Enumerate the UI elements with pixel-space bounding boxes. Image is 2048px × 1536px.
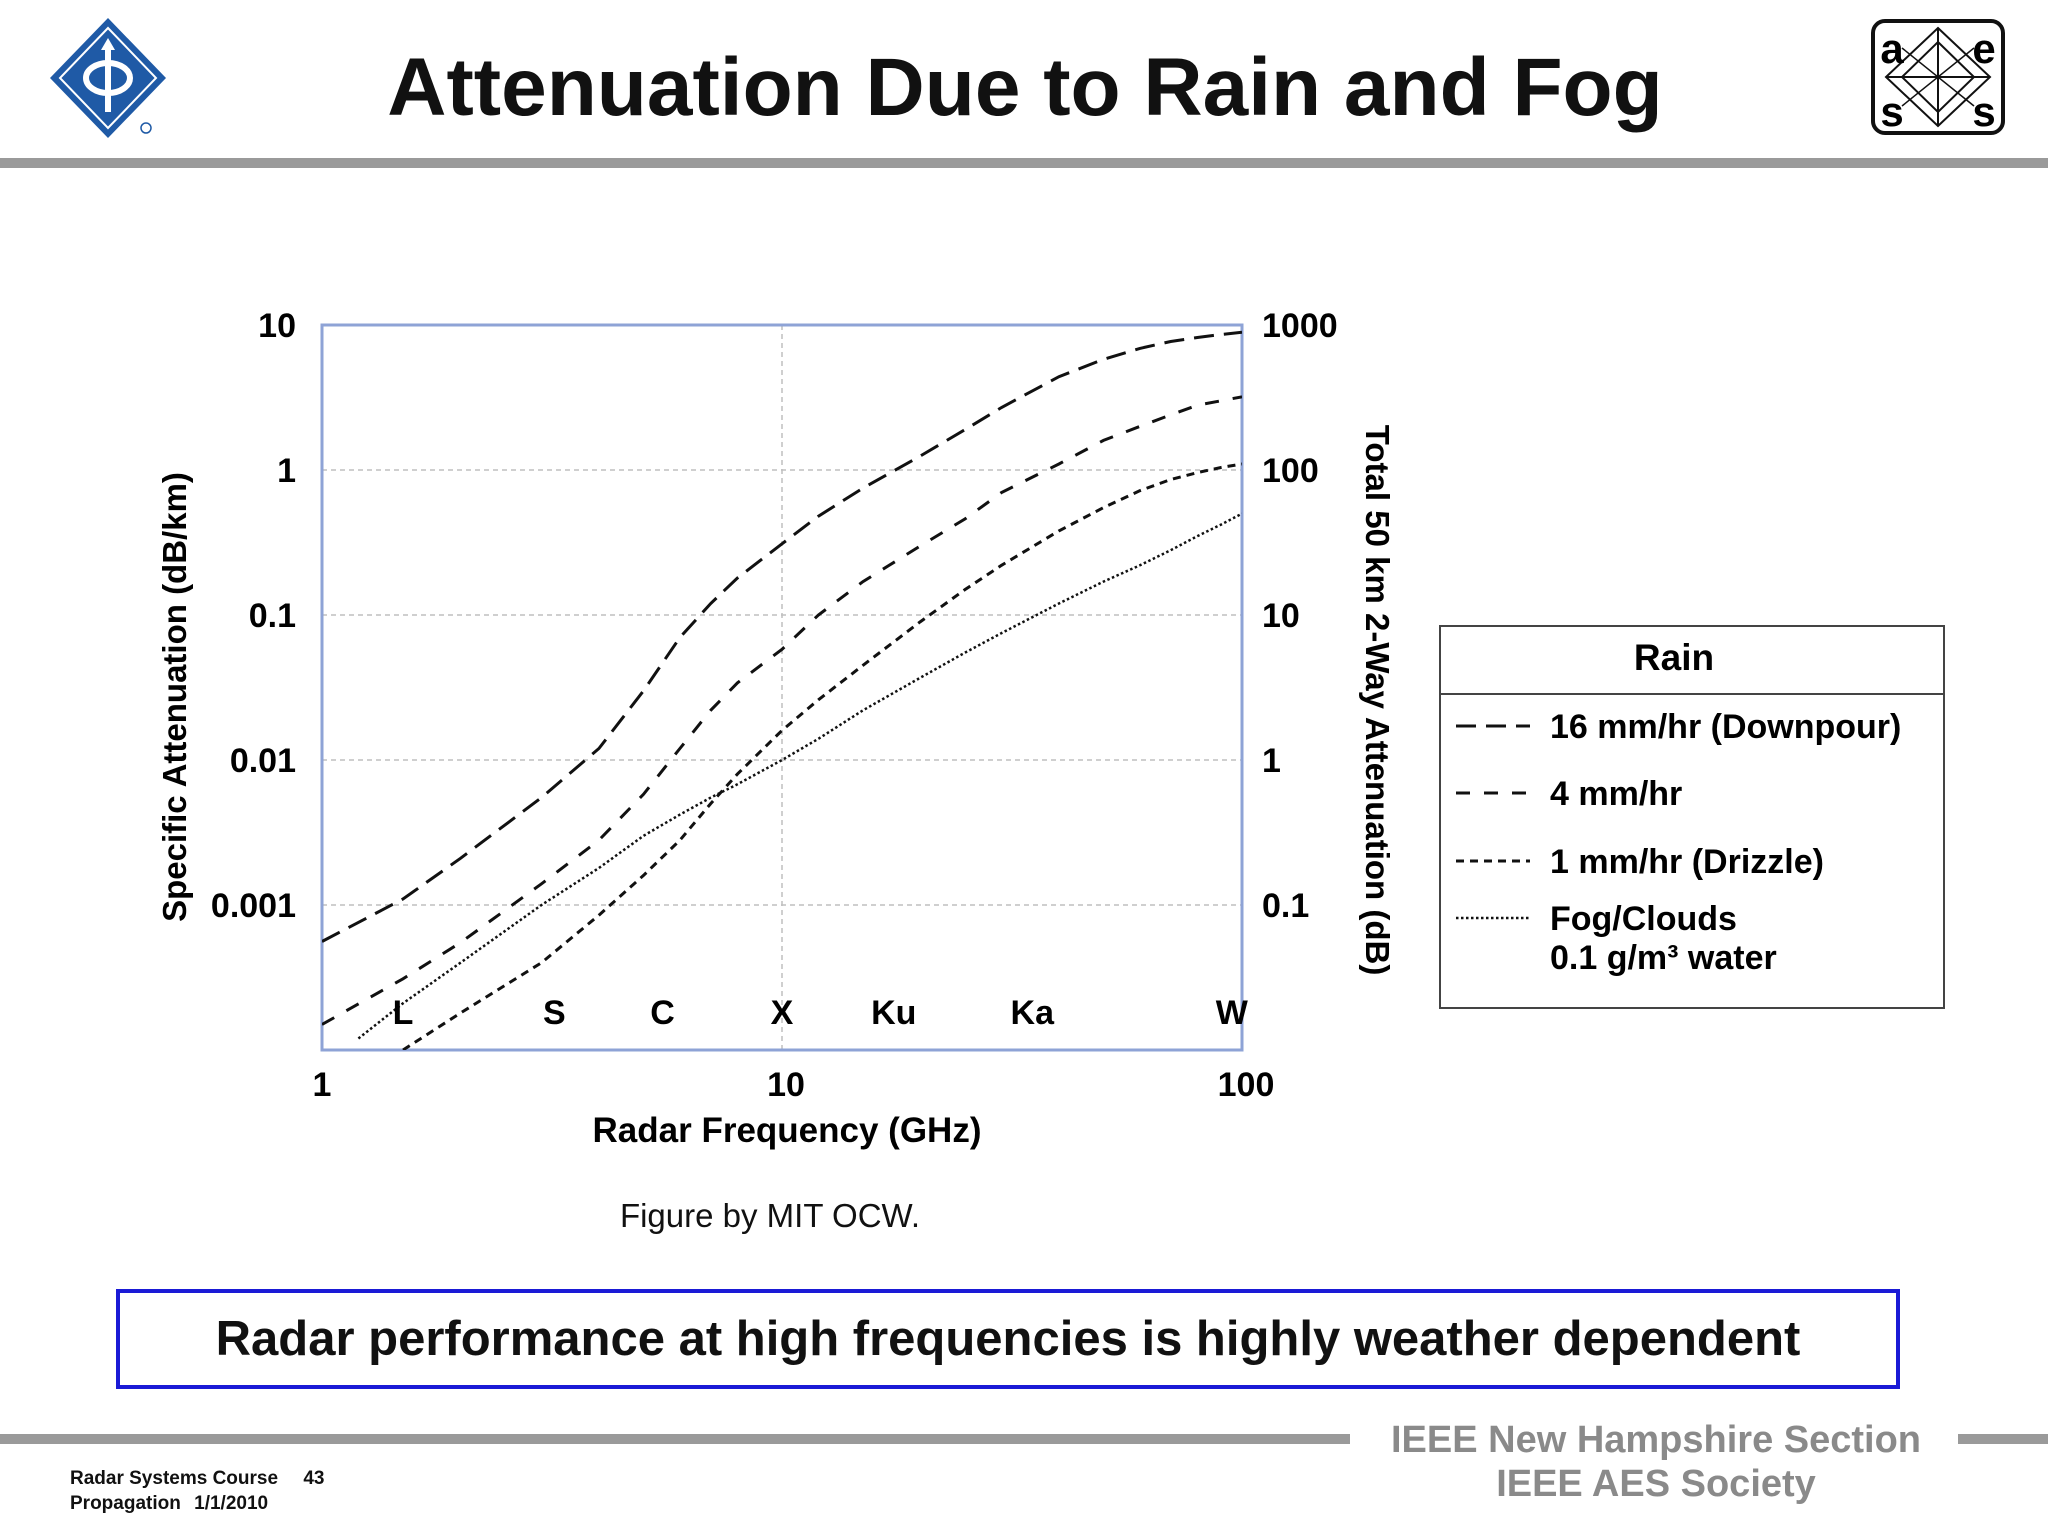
band-label-s: S	[543, 994, 566, 1032]
legend-entry-label: 16 mm/hr (Downpour)	[1550, 708, 1901, 746]
chart-grid	[322, 325, 1242, 1050]
series-line-short-dash	[402, 462, 1242, 1050]
series-line-long-dash	[322, 330, 1242, 943]
footer-page-number: 43	[303, 1468, 325, 1489]
aess-logo-icon: a e s s	[1871, 19, 2005, 135]
y2-tick-label: 1000	[1262, 307, 1338, 345]
conclusion-box: Radar performance at high frequencies is…	[116, 1289, 1900, 1389]
slide-title: Attenuation Due to Rain and Fog	[387, 42, 1663, 133]
ieee-logo-icon	[50, 18, 166, 138]
x-axis-label: Radar Frequency (GHz)	[593, 1111, 982, 1150]
conclusion-text: Radar performance at high frequencies is…	[215, 1312, 1801, 1366]
legend-entries: 16 mm/hr (Downpour) 4 mm/hr 1 mm/hr (Drizz…	[1456, 708, 1901, 977]
footer-organization: IEEE New Hampshire Section IEEE AES Soci…	[1356, 1418, 1956, 1506]
series-layer	[322, 330, 1242, 1050]
x-tick-label: 10	[767, 1066, 805, 1104]
y-axis-label: Specific Attenuation (dB/km)	[156, 472, 193, 922]
footer-org-line2: IEEE AES Society	[1496, 1463, 1816, 1505]
axis-tick-labels: 10 1 0.1 0.01 0.001 1000 100 10 1 0.1 1 10 100	[211, 307, 1338, 1104]
y-tick-label: 10	[258, 307, 296, 345]
band-label-x: X	[771, 994, 794, 1032]
band-label-ku: Ku	[871, 994, 916, 1032]
footer-date: 1/1/2010	[194, 1493, 269, 1514]
legend-entry-label-line2: 0.1 g/m³ water	[1550, 939, 1777, 977]
x-tick-label: 100	[1218, 1066, 1275, 1104]
y2-tick-label: 0.1	[1262, 887, 1309, 925]
y-tick-label: 1	[277, 452, 296, 490]
figure-caption: Figure by MIT OCW.	[619, 1197, 921, 1234]
y-tick-label: 0.001	[211, 887, 296, 925]
legend-entry-label: Fog/Clouds	[1550, 900, 1737, 938]
y2-axis-label: Total 50 km 2-Way Attenuation (dB)	[1359, 425, 1396, 976]
aess-letter-a: a	[1880, 25, 1904, 72]
legend-entry-label: 4 mm/hr	[1550, 775, 1682, 813]
band-label-ka: Ka	[1011, 994, 1056, 1032]
legend-entry-label: 1 mm/hr (Drizzle)	[1550, 843, 1824, 881]
aess-letter-e: e	[1972, 25, 1995, 72]
band-label-c: C	[650, 994, 675, 1032]
y-tick-label: 0.01	[230, 742, 296, 780]
y2-tick-label: 100	[1262, 452, 1319, 490]
band-label-w: W	[1216, 994, 1249, 1032]
series-line-dotted	[357, 512, 1242, 1040]
footer-divider-right	[1958, 1434, 2048, 1444]
series-line-dash	[322, 395, 1242, 1026]
footer-course-info: Radar Systems Course 43 Propagation 1/1/…	[70, 1466, 324, 1516]
footer-topic: Propagation	[70, 1493, 181, 1514]
aess-letter-s2: s	[1972, 88, 1995, 135]
y-tick-label: 0.1	[249, 597, 296, 635]
band-label-l: L	[393, 994, 414, 1032]
legend-title: Rain	[1634, 637, 1714, 678]
footer-course-name: Radar Systems Course	[70, 1468, 279, 1489]
y2-tick-label: 10	[1262, 597, 1300, 635]
plot-frame	[320, 323, 1244, 1052]
legend: Rain 16 mm/hr (Downpour) 4 mm/hr 1 mm/hr (…	[1439, 625, 1945, 1009]
header-divider	[0, 158, 2048, 168]
footer-divider-left	[0, 1434, 1350, 1444]
band-labels: L S C X Ku Ka W	[393, 994, 1249, 1032]
y2-tick-label: 1	[1262, 742, 1281, 780]
aess-letter-s1: s	[1880, 88, 1903, 135]
x-tick-label: 1	[313, 1066, 332, 1104]
footer-org-line1: IEEE New Hampshire Section	[1390, 1419, 1922, 1461]
